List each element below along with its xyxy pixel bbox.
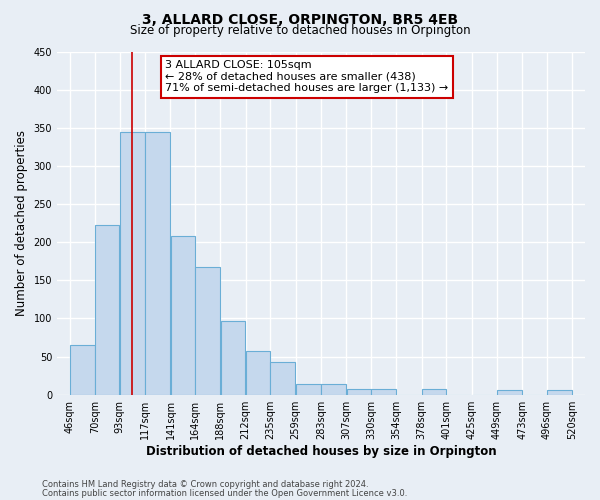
Y-axis label: Number of detached properties: Number of detached properties [15,130,28,316]
Bar [296,384,321,394]
Bar [371,388,396,394]
Bar [271,362,295,394]
Bar [321,384,346,394]
Text: Contains public sector information licensed under the Open Government Licence v3: Contains public sector information licen… [42,488,407,498]
Bar [221,320,245,394]
Bar [422,390,446,394]
Bar [547,390,572,394]
Text: Contains HM Land Registry data © Crown copyright and database right 2024.: Contains HM Land Registry data © Crown c… [42,480,368,489]
Bar [347,388,371,394]
X-axis label: Distribution of detached houses by size in Orpington: Distribution of detached houses by size … [146,444,496,458]
Bar [120,132,145,394]
Text: 3 ALLARD CLOSE: 105sqm
← 28% of detached houses are smaller (438)
71% of semi-de: 3 ALLARD CLOSE: 105sqm ← 28% of detached… [165,60,449,94]
Bar [497,390,522,394]
Bar [95,224,119,394]
Bar [246,351,270,395]
Bar [171,236,194,394]
Bar [70,345,95,395]
Bar [195,268,220,394]
Text: 3, ALLARD CLOSE, ORPINGTON, BR5 4EB: 3, ALLARD CLOSE, ORPINGTON, BR5 4EB [142,12,458,26]
Text: Size of property relative to detached houses in Orpington: Size of property relative to detached ho… [130,24,470,37]
Bar [145,132,170,394]
